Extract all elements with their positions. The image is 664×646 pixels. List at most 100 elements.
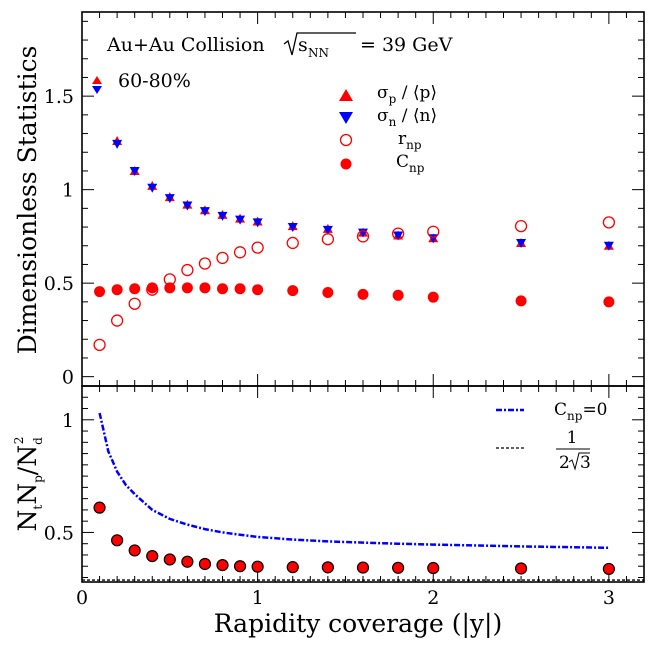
bottom-y-tick-label: 0.5 <box>44 522 74 544</box>
point-sigma-n-n- <box>516 238 527 248</box>
point-c-np <box>199 282 211 294</box>
point-r-np <box>286 236 299 250</box>
point-r-np <box>233 246 247 259</box>
point-r-np <box>251 241 264 254</box>
bottom-point <box>286 561 299 574</box>
point-sigma-n-n- <box>603 241 614 251</box>
point-c-np <box>181 282 193 294</box>
point-sigma-n-n- <box>164 194 175 204</box>
top-plot-marks <box>93 136 616 352</box>
point-r-np <box>128 297 141 310</box>
legend-label-r-np: rnp <box>398 129 422 152</box>
bottom-point <box>111 534 124 547</box>
point-r-np <box>110 314 124 327</box>
legend-sqrt-symbol <box>568 452 590 471</box>
bottom-y-axis-title: NtNp/Nd2 <box>12 437 45 532</box>
legend-marker-sigma-p <box>339 89 353 101</box>
top-y-tick-label: 1 <box>62 180 74 202</box>
point-r-np <box>514 219 528 233</box>
legend-marker-c-np <box>340 158 352 170</box>
sqrt-s-subscript: NN <box>308 46 329 60</box>
legend-label-sigma-p: σp / ⟨p⟩ <box>377 83 437 106</box>
point-sigma-n-n- <box>322 225 333 235</box>
bottom-point <box>146 549 159 563</box>
point-r-np <box>602 216 616 229</box>
point-sigma-n-n- <box>217 211 228 221</box>
point-r-np <box>93 338 106 352</box>
point-r-np <box>391 227 405 240</box>
legend-bottom: Cnp=0 1 2 3 <box>496 400 608 473</box>
bottom-point <box>251 560 264 573</box>
point-c-np <box>217 283 228 295</box>
point-r-np <box>356 230 370 243</box>
bottom-point <box>427 561 440 575</box>
bottom-point <box>216 559 229 572</box>
legend-fraction-denominator-prefix: 2 <box>559 453 570 473</box>
bottom-point <box>392 561 405 574</box>
bottom-point <box>198 557 212 571</box>
point-c-np <box>603 296 615 308</box>
centrality-marker <box>92 76 102 94</box>
bottom-point <box>163 553 176 566</box>
x-tick-label: 0 <box>76 587 88 609</box>
legend-label-c-np: Cnp <box>396 152 425 175</box>
bottom-point <box>181 555 194 568</box>
legend-top: σp / ⟨p⟩ σn / ⟨n⟩ rnp Cnp <box>339 83 437 175</box>
point-r-np <box>216 251 229 265</box>
bottom-point <box>93 501 106 514</box>
point-sigma-n-n- <box>129 166 140 176</box>
bottom-y-tick-label: 1 <box>62 410 74 432</box>
bottom-point <box>356 561 370 574</box>
point-c-np <box>322 287 334 298</box>
bottom-point <box>514 562 528 575</box>
legend-label-cnp0: Cnp=0 <box>554 400 608 423</box>
point-c-np <box>234 283 246 295</box>
legend-fraction-denominator-root: 3 <box>580 453 591 473</box>
top-y-tick-label: 1.5 <box>44 86 74 108</box>
point-r-np <box>181 263 194 277</box>
bottom-plot-marks <box>82 412 644 581</box>
collision-label: Au+Au Collision <box>106 34 265 56</box>
sqrt-s-letter: s <box>298 34 308 56</box>
point-c-np <box>392 289 404 301</box>
point-r-np <box>427 225 440 238</box>
point-c-np <box>129 283 141 295</box>
point-c-np <box>146 282 158 294</box>
point-sigma-n-n- <box>199 207 210 217</box>
point-sigma-n-n- <box>235 215 246 225</box>
bottom-point <box>128 544 141 557</box>
series-c-np-0-curve <box>98 412 609 550</box>
point-sigma-n-n- <box>287 223 298 233</box>
bottom-axis-ticks: 0.510 1 2 3 <box>44 386 645 609</box>
legend-marker-r-np <box>339 133 353 147</box>
top-axis-ticks: 0 0.5 1 1.5 <box>44 12 645 389</box>
point-sigma-n-n- <box>182 201 193 211</box>
energy-label: = 39 GeV <box>360 34 453 56</box>
point-c-np <box>252 284 264 296</box>
point-sigma-n-n- <box>112 139 123 149</box>
point-sigma-n-n- <box>147 183 158 193</box>
point-c-np <box>515 295 527 307</box>
legend-fraction-numerator: 1 <box>567 428 578 448</box>
point-c-np <box>427 291 439 303</box>
point-c-np <box>111 284 123 296</box>
x-axis-title: Rapidity coverage (|y|) <box>214 609 502 639</box>
point-c-np <box>287 285 299 297</box>
legend-label-sigma-n: σn / ⟨n⟩ <box>377 106 437 129</box>
bottom-point <box>602 562 615 576</box>
x-tick-label: 1 <box>252 587 264 609</box>
sqrt-s-symbol: s NN <box>283 32 356 60</box>
top-y-tick-label: 0.5 <box>44 273 74 295</box>
point-sigma-n-n- <box>252 218 263 228</box>
point-r-np <box>321 233 335 246</box>
x-tick-label: 3 <box>603 587 615 609</box>
centrality-label: 60-80% <box>118 70 191 92</box>
point-r-np <box>198 257 212 270</box>
x-tick-label: 2 <box>427 587 439 609</box>
point-c-np <box>94 286 106 298</box>
point-sigma-n-n- <box>393 231 404 241</box>
point-c-np <box>357 288 369 300</box>
point-c-np <box>164 282 176 294</box>
bottom-point <box>321 561 334 574</box>
